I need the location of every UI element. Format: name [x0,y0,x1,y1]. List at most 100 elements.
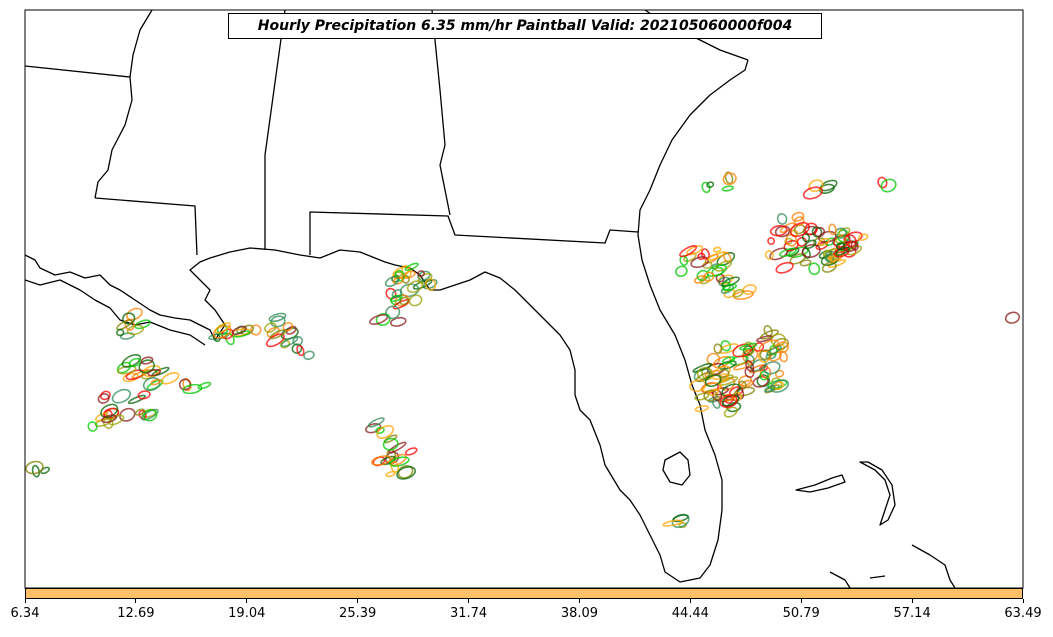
state-border-la-south [94,197,198,256]
precip-paintball [675,265,688,278]
precip-paintball [799,259,812,267]
precip-paintball [25,460,44,475]
precip-paintball [722,356,736,365]
precip-paintball [268,312,287,323]
precip-paintball [752,375,769,388]
colorbar [25,588,1023,599]
precip-paintball [769,224,788,237]
precip-paintball [265,333,285,348]
precip-paintball [388,441,407,454]
precip-paintball [721,394,740,407]
precip-paintball [389,456,410,467]
precip-paintball [721,185,734,192]
colorbar-tick-label: 25.39 [339,606,377,621]
precip-paintball [385,305,401,320]
precip-paintball [791,211,805,222]
precip-paintball [764,384,776,393]
colorbar-tick [800,599,802,603]
precip-paintball [178,378,192,391]
precip-paintball [696,366,713,381]
precip-paintball [389,294,403,303]
precip-paintball [718,343,739,354]
state-border-ms-west [94,10,153,199]
precip-paintball [694,405,709,413]
precip-paintball [214,322,231,334]
colorbar-tick-label: 50.79 [782,606,820,621]
precip-paintball [719,394,738,409]
precip-paintball [397,465,414,479]
precip-paintball [87,421,98,432]
precip-paintball [818,183,835,194]
precip-paintball [712,246,722,253]
precip-paintball [718,368,730,378]
colorbar-tick-label: 57.14 [893,606,931,621]
precip-paintball [97,393,110,404]
precip-paintball [693,274,707,284]
map-title: Hourly Precipitation 6.35 mm/hr Paintbal… [228,13,822,39]
colorbar-tick-label: 6.34 [10,606,40,621]
precip-paintball [764,250,774,260]
precip-paintball [141,408,159,421]
precip-paintball [779,247,797,258]
precip-paintball [774,369,785,378]
precip-paintball [408,294,423,307]
precip-paintball [116,328,125,337]
colorbar-tick [1022,599,1024,603]
precip-paintball [686,245,703,256]
precip-paintball [197,381,212,390]
precip-paintball [775,261,794,274]
precip-paintball [231,325,247,336]
precip-paintball [776,212,788,225]
precip-paintball [384,275,400,288]
precip-paintball [101,414,117,424]
precip-paintball [126,307,143,321]
precip-paintball [150,378,161,386]
precip-paintball [137,390,151,400]
colorbar-tick [24,599,26,603]
island-lake-okeechobee [662,451,691,486]
precip-paintball [713,343,723,354]
colorbar-tick [357,599,359,603]
precip-paintball [703,389,718,402]
precip-paintball [399,283,420,298]
precip-paintball [726,401,742,413]
precip-paintball [371,455,392,466]
precip-paintball [722,172,737,186]
precip-layer [25,171,1021,529]
precip-paintball [744,366,755,379]
precip-paintball [804,239,817,250]
precip-paintball [784,237,793,245]
colorbar-tick [911,599,913,603]
precip-paintball [140,356,154,365]
precip-paintball [376,425,395,439]
colorbar-tick-label: 31.74 [449,606,488,621]
precip-paintball [662,519,684,527]
precip-paintball [767,237,776,245]
island-keys [829,571,886,588]
precip-paintball [99,390,111,401]
precip-paintball [111,388,132,404]
state-border-ms-la [25,65,131,78]
colorbar-tick-label: 44.44 [671,606,709,621]
precip-paintball [390,316,407,327]
colorbar-tick [246,599,248,603]
precip-paintball [801,244,821,258]
precip-paintball [417,270,425,278]
precip-paintball [732,288,744,298]
precip-paintball [777,341,789,353]
precip-paintball [835,242,846,250]
colorbar-tick-label: 19.04 [228,606,266,621]
precip-paintball [108,414,125,426]
precip-paintball [404,262,419,271]
precip-paintball [147,368,162,377]
precip-paintball [127,394,146,405]
island-cuba [911,544,956,588]
precip-paintball [701,181,711,194]
precip-paintball [785,233,798,247]
precip-paintball [707,251,727,261]
island-bahamas-1 [859,461,896,526]
coastline-louisiana-marsh [25,279,206,346]
precip-paintball [31,464,41,478]
precip-paintball [40,466,50,475]
